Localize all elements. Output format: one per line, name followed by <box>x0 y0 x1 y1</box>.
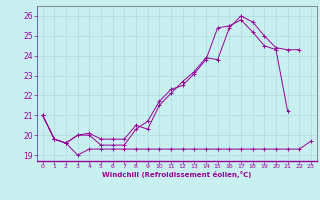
X-axis label: Windchill (Refroidissement éolien,°C): Windchill (Refroidissement éolien,°C) <box>102 171 252 178</box>
